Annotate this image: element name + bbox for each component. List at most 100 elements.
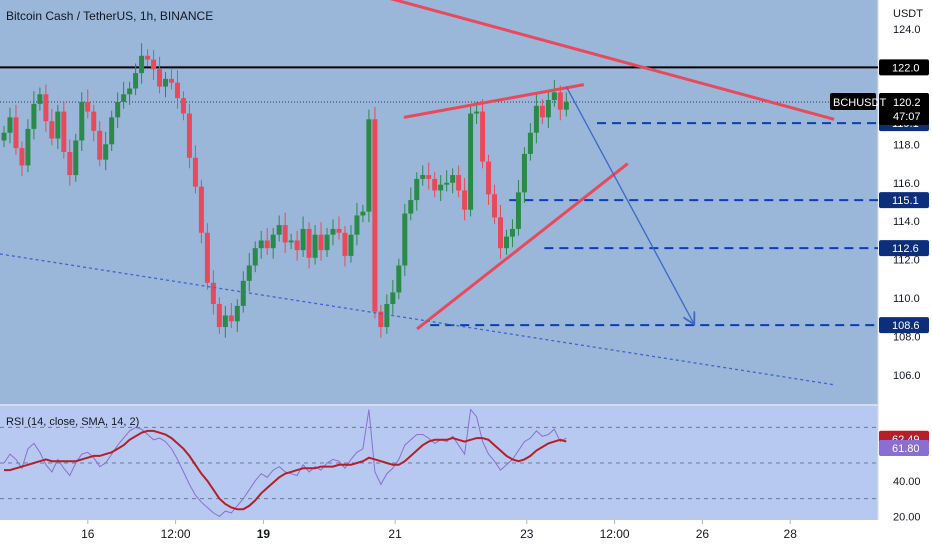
candle-body[interactable] [408, 200, 414, 214]
candle-body[interactable] [545, 100, 551, 118]
candle-body[interactable] [438, 184, 444, 191]
candle-body[interactable] [1, 132, 7, 141]
candle-body[interactable] [115, 101, 121, 118]
candle-body[interactable] [486, 161, 492, 195]
price-axis[interactable]: 124.0 118.0 116.0 114.0 112.0 110.0 108.0 106.0… [830, 24, 929, 524]
candle-body[interactable] [372, 119, 378, 312]
candle-body[interactable] [503, 236, 509, 249]
candle-body[interactable] [432, 178, 438, 191]
candle-body[interactable] [294, 240, 300, 251]
candle-body[interactable] [186, 113, 192, 158]
candle-body[interactable] [264, 240, 270, 249]
candle-body[interactable] [539, 105, 545, 118]
candle-body[interactable] [246, 265, 252, 281]
candle-body[interactable] [252, 248, 258, 266]
candle-body[interactable] [474, 111, 480, 114]
candle-body[interactable] [7, 117, 13, 133]
candle-body[interactable] [468, 113, 474, 210]
candle-body[interactable] [384, 303, 390, 328]
candle-body[interactable] [258, 240, 264, 249]
candle-body[interactable] [288, 240, 294, 243]
candle-body[interactable] [234, 305, 240, 322]
candle-body[interactable] [557, 92, 563, 110]
candle-body[interactable] [61, 111, 67, 152]
candle-body[interactable] [378, 311, 384, 328]
candle-body[interactable] [276, 225, 282, 235]
candle-body[interactable] [312, 234, 318, 258]
candle-body[interactable] [414, 178, 420, 201]
candle-body[interactable] [43, 94, 49, 122]
candle-body[interactable] [151, 59, 157, 70]
candle-body[interactable] [174, 82, 180, 99]
candle-body[interactable] [157, 69, 163, 87]
candle-body[interactable] [204, 232, 210, 283]
trendline-wedge-bottom[interactable] [416, 162, 629, 331]
candle-body[interactable] [25, 128, 31, 166]
candle-body[interactable] [145, 55, 151, 60]
candle-body[interactable] [210, 282, 216, 304]
candle-body[interactable] [73, 140, 79, 176]
trendline-wedge-top[interactable] [403, 83, 585, 119]
candle-body[interactable] [216, 303, 222, 328]
candle-body[interactable] [426, 175, 432, 179]
candle-body[interactable] [444, 182, 450, 185]
candle-body[interactable] [498, 217, 504, 249]
candle-body[interactable] [270, 234, 276, 249]
candle-body[interactable] [133, 73, 139, 89]
candle-body[interactable] [79, 101, 85, 141]
candle-body[interactable] [300, 228, 306, 251]
candle-body[interactable] [306, 228, 312, 258]
candle-body[interactable] [240, 280, 246, 306]
trendlines[interactable] [0, 0, 835, 386]
candle-body[interactable] [31, 103, 37, 129]
candle-body[interactable] [318, 234, 324, 251]
candle-body[interactable] [121, 94, 127, 102]
candle-body[interactable] [456, 175, 462, 191]
candle-body[interactable] [222, 315, 228, 328]
candle-body[interactable] [168, 78, 174, 83]
candle-body[interactable] [402, 213, 408, 266]
candle-body[interactable] [180, 98, 186, 114]
candle-body[interactable] [198, 186, 204, 233]
candle-body[interactable] [390, 292, 396, 304]
candle-body[interactable] [563, 101, 569, 110]
candle-body[interactable] [91, 111, 97, 131]
candle-body[interactable] [192, 157, 198, 187]
candle-body[interactable] [85, 101, 91, 112]
candle-body[interactable] [103, 144, 109, 160]
candle-body[interactable] [396, 265, 402, 293]
candle-body[interactable] [324, 234, 330, 251]
candle-body[interactable] [13, 117, 19, 149]
candle-body[interactable] [533, 105, 539, 133]
candle-body[interactable] [354, 215, 360, 235]
candle-body[interactable] [139, 55, 145, 74]
candle-body[interactable] [282, 225, 288, 243]
candle-body[interactable] [509, 228, 515, 237]
candle-body[interactable] [109, 117, 115, 145]
candle-body[interactable] [366, 119, 372, 212]
candle-body[interactable] [37, 94, 43, 104]
candle-body[interactable] [420, 175, 426, 179]
candle-body[interactable] [97, 130, 103, 160]
candle-body[interactable] [163, 78, 169, 87]
trendline-projection[interactable] [565, 86, 693, 324]
candle-body[interactable] [55, 111, 61, 139]
candle-body[interactable] [330, 228, 336, 235]
candle-body[interactable] [492, 194, 498, 218]
candle-body[interactable] [19, 148, 25, 166]
candle-body[interactable] [551, 92, 557, 101]
candle-body[interactable] [450, 175, 456, 183]
candle-body[interactable] [336, 228, 342, 233]
candle-body[interactable] [67, 151, 73, 176]
candle-body[interactable] [348, 234, 354, 256]
candle-body[interactable] [342, 232, 348, 256]
candle-body[interactable] [480, 111, 486, 162]
candles[interactable] [1, 43, 569, 338]
candle-body[interactable] [49, 121, 55, 139]
candle-body[interactable] [360, 211, 366, 216]
candle-body[interactable] [527, 132, 533, 154]
trendline-support[interactable] [0, 253, 835, 386]
candle-body[interactable] [127, 88, 133, 95]
time-axis[interactable]: 16 12:00 19 21 23 12:00 26 28 [81, 520, 797, 541]
candle-body[interactable] [515, 192, 521, 229]
